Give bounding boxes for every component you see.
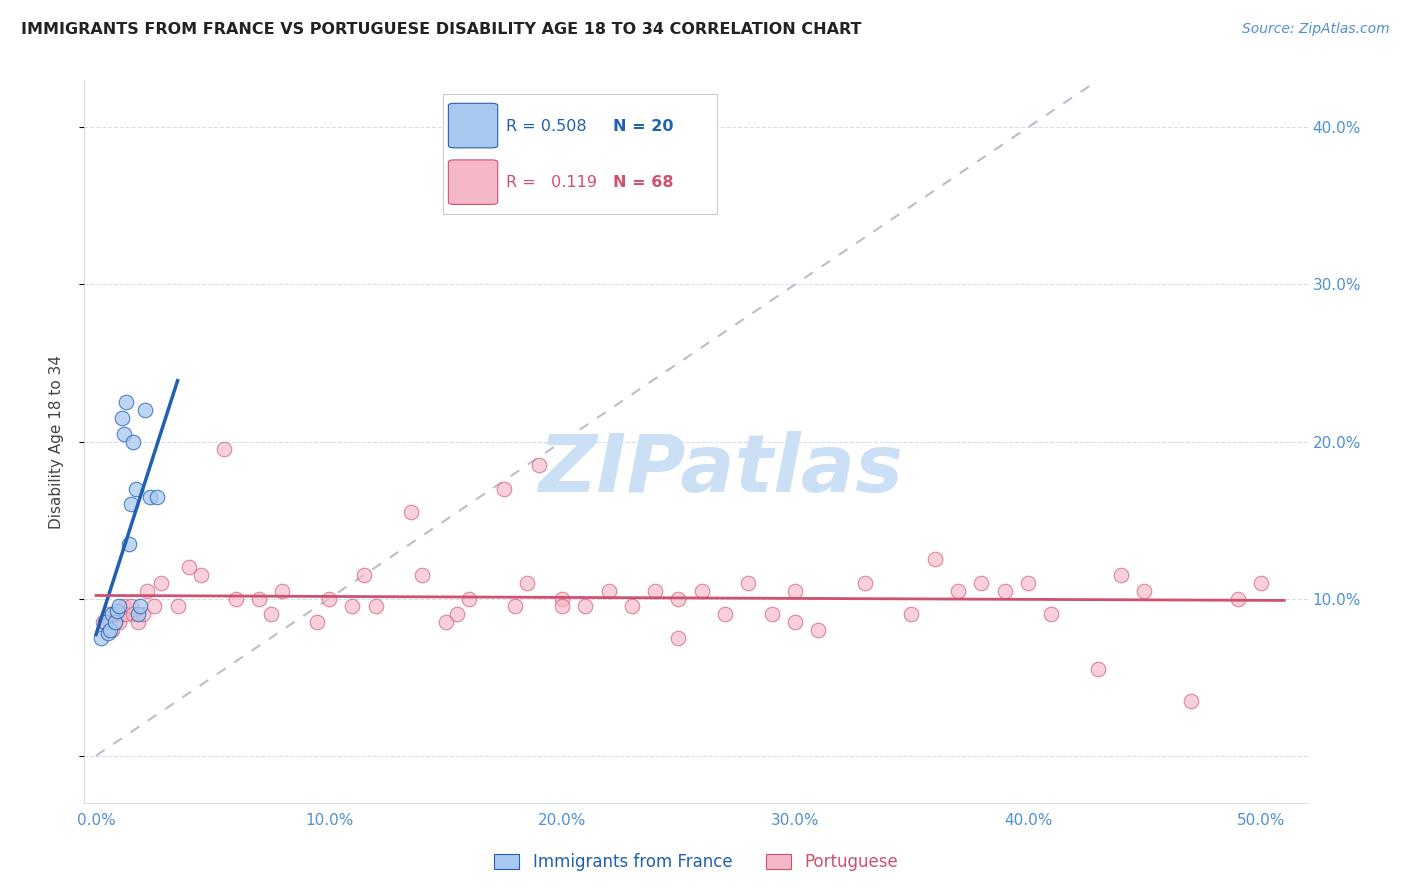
Point <box>668 631 690 645</box>
Point <box>1133 583 1156 598</box>
Point <box>105 607 128 622</box>
Point <box>1087 662 1109 676</box>
Point <box>668 591 690 606</box>
Point <box>90 631 112 645</box>
Point <box>104 615 127 630</box>
Point <box>737 575 759 590</box>
Point <box>783 583 806 598</box>
Point <box>127 615 149 630</box>
Text: R =   0.119: R = 0.119 <box>506 175 598 190</box>
Point <box>129 599 152 614</box>
Point <box>179 560 201 574</box>
Point <box>127 607 149 622</box>
Point <box>115 395 138 409</box>
Point <box>111 607 134 622</box>
Point <box>122 434 145 449</box>
Point <box>115 607 138 622</box>
Point <box>1250 575 1272 590</box>
Point <box>853 575 876 590</box>
Point <box>101 607 124 622</box>
Point <box>98 615 121 630</box>
Point <box>91 615 114 630</box>
Point <box>516 575 538 590</box>
Point <box>1109 568 1132 582</box>
Text: N = 68: N = 68 <box>613 175 673 190</box>
Point <box>900 607 922 622</box>
Point <box>690 583 713 598</box>
Point <box>620 599 643 614</box>
Point <box>131 607 153 622</box>
FancyBboxPatch shape <box>449 103 498 148</box>
Legend: Immigrants from France, Portuguese: Immigrants from France, Portuguese <box>488 847 904 878</box>
Point <box>527 458 550 472</box>
Point <box>212 442 235 457</box>
Point <box>1040 607 1063 622</box>
Point <box>247 591 270 606</box>
Point <box>150 575 173 590</box>
Point <box>112 599 135 614</box>
Point <box>111 411 134 425</box>
Point <box>970 575 993 590</box>
Text: IMMIGRANTS FROM FRANCE VS PORTUGUESE DISABILITY AGE 18 TO 34 CORRELATION CHART: IMMIGRANTS FROM FRANCE VS PORTUGUESE DIS… <box>21 22 862 37</box>
Point <box>457 591 479 606</box>
Point <box>1017 575 1039 590</box>
Point <box>318 591 340 606</box>
Point <box>783 615 806 630</box>
Point <box>120 497 142 511</box>
Point <box>97 626 120 640</box>
Point <box>134 403 156 417</box>
Point <box>761 607 783 622</box>
FancyBboxPatch shape <box>449 160 498 204</box>
Point <box>807 623 830 637</box>
Text: N = 20: N = 20 <box>613 119 673 134</box>
Point <box>124 482 146 496</box>
Text: R = 0.508: R = 0.508 <box>506 119 586 134</box>
Point <box>353 568 375 582</box>
Point <box>446 607 468 622</box>
Point <box>101 623 124 637</box>
Point <box>94 615 117 630</box>
Point <box>117 536 139 550</box>
Point <box>505 599 527 614</box>
Point <box>98 623 121 637</box>
Point <box>97 607 120 622</box>
Point <box>644 583 666 598</box>
Point <box>108 615 131 630</box>
Point <box>399 505 422 519</box>
Point <box>138 490 160 504</box>
Point <box>551 591 574 606</box>
Point <box>924 552 946 566</box>
Point <box>120 599 142 614</box>
Point <box>271 583 294 598</box>
Point <box>342 599 364 614</box>
Point <box>411 568 433 582</box>
Point <box>492 482 515 496</box>
Point <box>598 583 620 598</box>
Point <box>1226 591 1249 606</box>
Point <box>122 607 145 622</box>
Point <box>364 599 387 614</box>
Point <box>108 599 131 614</box>
Text: Source: ZipAtlas.com: Source: ZipAtlas.com <box>1241 22 1389 37</box>
Point <box>551 599 574 614</box>
Point <box>307 615 329 630</box>
Point <box>145 490 167 504</box>
Point <box>105 604 128 618</box>
Text: ZIPatlas: ZIPatlas <box>538 432 903 509</box>
Point <box>946 583 969 598</box>
Point <box>260 607 283 622</box>
Point <box>104 615 127 630</box>
Y-axis label: Disability Age 18 to 34: Disability Age 18 to 34 <box>49 354 63 529</box>
Point <box>714 607 737 622</box>
Point <box>1180 694 1202 708</box>
Point <box>574 599 596 614</box>
Point <box>190 568 212 582</box>
Point <box>166 599 188 614</box>
Point <box>994 583 1017 598</box>
Point <box>112 426 135 441</box>
Point <box>143 599 166 614</box>
Point <box>136 583 159 598</box>
Point <box>225 591 247 606</box>
Point <box>434 615 457 630</box>
